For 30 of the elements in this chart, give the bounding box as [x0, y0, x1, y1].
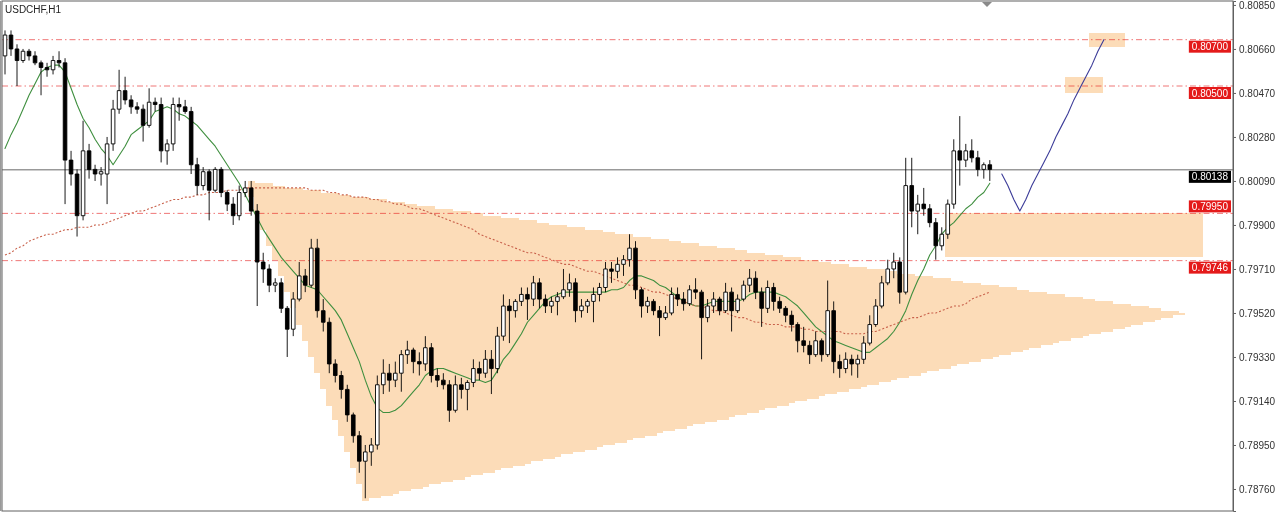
- y-tick-label: 0.79330: [1239, 351, 1276, 363]
- line-series: [4, 64, 991, 414]
- ref-line-label: 0.80700: [1191, 41, 1229, 53]
- candlestick: [26, 48, 32, 61]
- y-tick-label: 0.80470: [1239, 87, 1276, 99]
- candlestick: [38, 60, 44, 96]
- ref-line-label: 0.80500: [1191, 87, 1229, 99]
- y-tick-label: 0.80660: [1239, 43, 1276, 55]
- y-tick-label: 0.80280: [1239, 131, 1276, 143]
- ref-line-label: 0.80138: [1191, 171, 1229, 183]
- y-tick-label: 0.78760: [1239, 483, 1276, 495]
- y-tick-label: 0.79710: [1239, 263, 1276, 275]
- y-tick-label: 0.80090: [1239, 175, 1276, 187]
- candlestick: [32, 50, 38, 66]
- y-tick-label: 0.79520: [1239, 307, 1276, 319]
- candlestick: [50, 55, 56, 75]
- candlestick: [56, 50, 62, 68]
- y-tick-label: 0.79140: [1239, 395, 1276, 407]
- y-tick-label: 0.79900: [1239, 219, 1276, 231]
- candlestick: [44, 62, 50, 78]
- candlestick: [20, 48, 26, 64]
- ref-line-label: 0.79746: [1191, 262, 1229, 274]
- y-tick-label: 0.80850: [1239, 0, 1276, 11]
- line-series: [4, 187, 991, 335]
- candlestick: [2, 29, 8, 75]
- y-tick-label: 0.78950: [1239, 439, 1276, 451]
- candlestick: [14, 43, 20, 87]
- candlestick: [8, 29, 14, 57]
- chart-title: USDCHF,H1: [5, 4, 62, 15]
- ref-line-label: 0.79950: [1191, 200, 1229, 212]
